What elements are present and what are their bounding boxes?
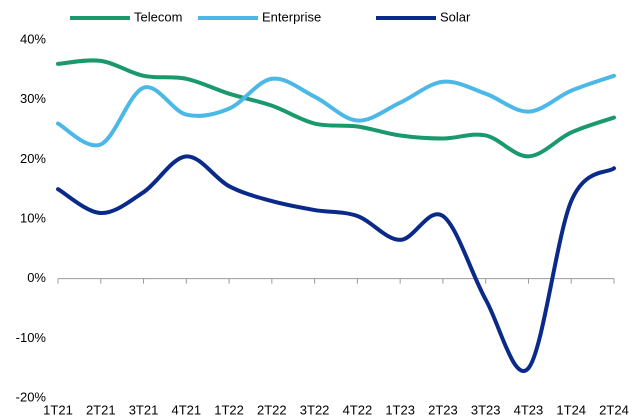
legend-label: Enterprise	[262, 9, 321, 24]
y-tick-label: -20%	[16, 389, 47, 404]
y-tick-label: -10%	[16, 330, 47, 345]
x-tick-label: 2T22	[257, 402, 287, 417]
x-tick-label: 2T21	[86, 402, 116, 417]
y-tick-label: 30%	[20, 91, 46, 106]
x-tick-label: 1T21	[43, 402, 73, 417]
series-line	[56, 154, 616, 373]
x-tick-label: 3T22	[300, 402, 330, 417]
x-tick-label: 3T23	[471, 402, 501, 417]
x-tick-label: 1T22	[214, 402, 244, 417]
series-line	[56, 73, 616, 148]
series-line	[56, 58, 616, 159]
y-tick-label: 0%	[27, 270, 46, 285]
legend-label: Solar	[440, 9, 471, 24]
legend-label: Telecom	[134, 9, 182, 24]
x-tick-label: 1T24	[556, 402, 586, 417]
y-tick-label: 40%	[20, 31, 46, 46]
y-tick-label: 20%	[20, 151, 46, 166]
x-tick-label: 4T21	[171, 402, 201, 417]
x-tick-label: 1T23	[385, 402, 415, 417]
x-tick-label: 4T22	[343, 402, 373, 417]
x-tick-label: 4T23	[514, 402, 544, 417]
x-tick-label: 3T21	[129, 402, 159, 417]
x-tick-label: 2T23	[428, 402, 458, 417]
x-tick-label: 2T24	[599, 402, 629, 417]
y-tick-label: 10%	[20, 210, 46, 225]
